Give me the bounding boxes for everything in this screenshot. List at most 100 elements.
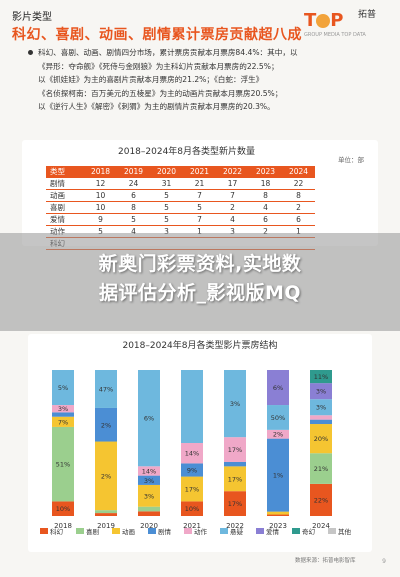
bar-segment [224,437,246,462]
segment-label: 51% [56,461,70,469]
segment-label: 14% [185,450,199,458]
segment-label: 50% [271,414,285,422]
legend-swatch [220,528,228,534]
year-label: 2024 [312,522,330,530]
year-label: 2021 [183,522,201,530]
table-row: 爱情 9 5 5 7 4 6 6 [46,213,315,226]
table-cell: 7 [183,189,216,202]
table-row: 喜剧 10 8 5 5 2 4 2 [46,201,315,214]
bar-segment [138,484,160,507]
section-title: 影片类型 [12,12,52,23]
table-cell: 12 [84,177,117,190]
table-cell: 4 [249,201,282,214]
bar-segment [267,405,289,430]
table-cell: 24 [117,177,150,190]
table-cell: 2 [282,201,315,214]
table-cell: 5 [117,213,150,226]
table-cell: 18 [249,177,282,190]
new-films-card: 2018–2024年8月各类型新片数量 单位：部 类型 2018 2019 20… [22,140,378,250]
legend-label: 喜剧 [86,527,99,536]
legend-label: 科幻 [50,527,64,536]
segment-label: 6% [144,415,154,423]
segment-label: 9% [187,467,197,475]
legend-swatch [40,528,48,534]
legend-label: 奇幻 [302,527,316,536]
segment-label: 6% [273,384,283,392]
bar-segment [310,399,332,416]
bar-segment [181,476,203,502]
bar-segment [310,424,332,454]
structure-card: 2018–2024年8月各类型影片票房结构 10% 51% 7% 3% 5% 2018 2%… [28,334,372,552]
year-label: 2023 [269,522,287,530]
bar-segment [224,491,246,516]
year-header: 2021 [183,166,216,178]
bar-segment [310,370,332,384]
table-cell: 7 [183,213,216,226]
bar-segment [52,405,74,413]
bar-segment [224,466,246,492]
table-row: 剧情 12 24 31 21 17 18 22 [46,177,315,190]
bar-segment [52,370,74,406]
bar-segment [95,370,117,408]
bar-segment [138,475,160,485]
bar-segment [181,463,203,477]
year-label: 2020 [140,522,158,530]
new-films-title: 2018–2024年8月各类型新片数量 [118,147,256,157]
table-cell: 7 [216,189,249,202]
year-header: 2023 [249,166,282,178]
segment-label: 3% [316,404,326,412]
legend-swatch [292,528,300,534]
year-header: 2022 [216,166,249,178]
legend-label: 剧情 [158,527,172,536]
segment-label: 1% [273,472,283,480]
segment-label: 3% [144,492,154,500]
overlay-line: 据评估分析_影视版MQ [98,282,302,304]
bar-segment [95,513,117,516]
segment-label: 17% [185,485,199,493]
year-header: 2019 [117,166,150,178]
structure-title: 2018–2024年8月各类型影片票房结构 [122,341,278,351]
segment-label: 3% [230,400,240,408]
logo-cn: 拓普 [358,10,377,20]
logo-subtext: GROUP MEDIA TOP DATA [304,32,366,38]
table-cell: 5 [150,189,183,202]
segment-label: 3% [316,388,326,396]
bar-segment [310,383,332,400]
segment-label: 7% [58,418,68,426]
segment-label: 3% [144,477,154,485]
table-cell: 4 [216,213,249,226]
bar-segment [138,466,160,476]
bar-segment [267,511,289,515]
table-corner: 类型 [46,166,84,178]
overlay-line: 新奥门彩票资料,实地数 [98,253,302,275]
bullet-line: 以《抓娃娃》为主的喜剧片贡献本月票房的21.2%；《白蛇：浮生》 [38,75,264,85]
bar-segment [267,429,289,439]
legend-label: 其他 [338,527,352,536]
bar-segment [138,370,160,467]
table-cell: 8 [117,201,150,214]
table-cell: 6 [282,213,315,226]
bar-segment [224,461,246,467]
bar-segment [224,370,246,438]
row-label: 喜剧 [46,201,84,214]
bullet-line: 《异形：夺命舰》《死侍与金刚狼》为主科幻片贡献本月票房的22.5%； [38,61,279,71]
year-header: 2024 [282,166,315,178]
segment-label: 14% [142,467,156,475]
bar-segment [310,483,332,516]
table-row: 动画 10 6 5 7 7 8 8 [46,189,315,202]
table-cell: 31 [150,177,183,190]
table-cell: 6 [117,189,150,202]
legend-swatch [256,528,264,534]
table-cell: 8 [249,189,282,202]
segment-label: 17% [228,446,242,454]
bar-segment [138,511,160,516]
bullet-line: 《名侦探柯南：百万美元的五棱星》为主的动画片贡献本月票房20.5%； [38,88,283,98]
year-label: 2019 [97,522,115,530]
year-label: 2018 [54,522,72,530]
bar-segment [52,501,74,516]
legend-swatch [328,528,336,534]
legend-label: 悬疑 [230,527,244,536]
